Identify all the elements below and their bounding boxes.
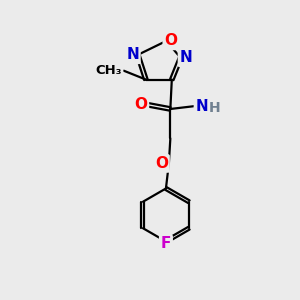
Text: N: N [196,98,208,113]
Text: N: N [179,50,192,65]
Text: CH₃: CH₃ [96,64,122,77]
Text: H: H [209,100,220,115]
Text: N: N [126,47,139,62]
Text: O: O [155,156,168,171]
Text: F: F [161,236,171,251]
Text: O: O [164,33,177,48]
Text: O: O [134,97,147,112]
